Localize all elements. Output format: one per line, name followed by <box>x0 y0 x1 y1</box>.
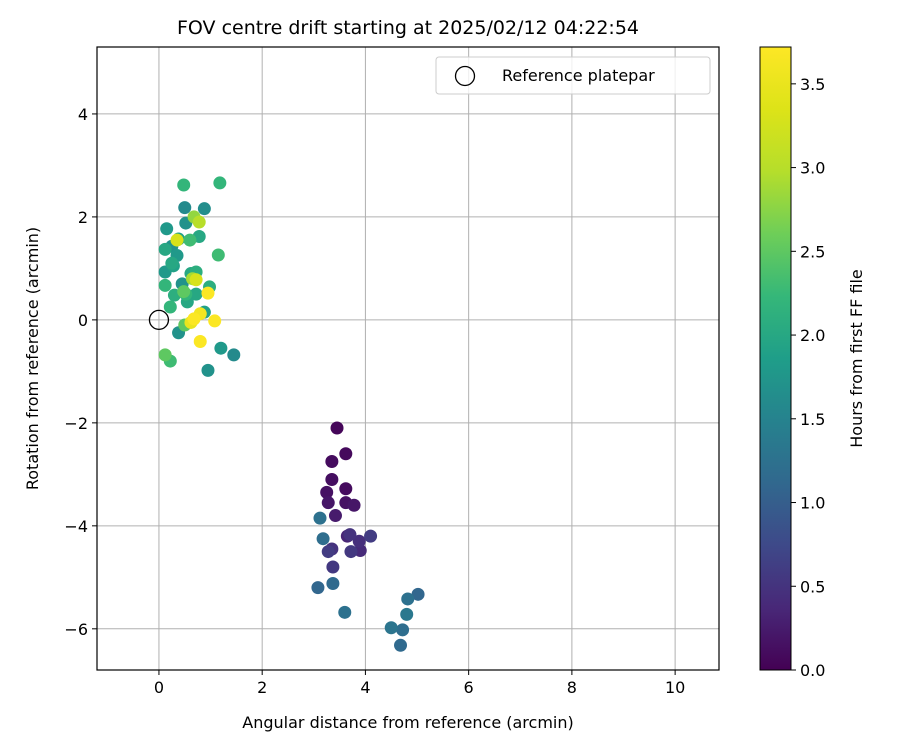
y-axis-label: Rotation from reference (arcmin) <box>23 227 42 490</box>
colorbar-tick-label: 2.5 <box>800 242 825 261</box>
data-point <box>183 233 197 247</box>
colorbar-tick-label: 3.5 <box>800 75 825 94</box>
data-point <box>411 587 425 601</box>
data-point <box>211 248 225 262</box>
data-point <box>208 314 222 328</box>
x-tick-label: 4 <box>360 678 370 697</box>
colorbar-tick-label: 0.0 <box>800 661 825 680</box>
colorbar: 0.0 0.5 1.0 1.5 2.0 2.5 3.0 3.5 Hours from firs… <box>759 46 866 680</box>
plot-frame <box>96 46 720 671</box>
data-point <box>320 485 334 499</box>
data-point <box>325 454 339 468</box>
colorbar-ticks: 0.0 0.5 1.0 1.5 2.0 2.5 3.0 3.5 <box>791 75 825 680</box>
data-point <box>321 496 335 510</box>
colorbar-label: Hours from first FF file <box>847 269 866 448</box>
data-point <box>201 286 215 300</box>
data-point <box>400 607 414 621</box>
data-point <box>344 545 358 559</box>
colorbar-tick-label: 1.5 <box>800 410 825 429</box>
colorbar-gradient <box>759 46 792 671</box>
data-point <box>165 256 179 270</box>
x-axis-label: Angular distance from reference (arcmin) <box>242 713 573 732</box>
data-point <box>347 498 361 512</box>
colorbar-tick-label: 2.0 <box>800 326 825 345</box>
data-point <box>193 335 207 349</box>
data-point <box>394 638 408 652</box>
data-point <box>339 447 353 461</box>
data-point <box>325 472 339 486</box>
data-point <box>163 300 177 314</box>
colorbar-tick-label: 0.5 <box>800 577 825 596</box>
data-point <box>326 560 340 574</box>
reference-platepar-marker <box>148 309 170 331</box>
data-point <box>316 532 330 546</box>
legend: Reference platepar <box>435 56 711 95</box>
x-tick-label: 6 <box>464 678 474 697</box>
colorbar-tick-label: 3.0 <box>800 159 825 178</box>
y-tick-label: −6 <box>64 620 88 639</box>
data-point <box>160 222 174 236</box>
y-tick-label: 0 <box>78 311 88 330</box>
data-point <box>158 278 172 292</box>
data-point <box>170 233 184 247</box>
chart-title: FOV centre drift starting at 2025/02/12 … <box>177 17 639 39</box>
scatter-points <box>148 176 425 652</box>
data-point <box>313 511 327 525</box>
data-point <box>311 581 325 595</box>
y-tick-label: −2 <box>64 414 88 433</box>
data-point <box>177 178 191 192</box>
data-point <box>158 348 172 362</box>
data-point <box>214 341 228 355</box>
y-tick-label: 4 <box>78 105 88 124</box>
legend-box <box>435 56 711 95</box>
x-tick-label: 2 <box>257 678 267 697</box>
legend-label: Reference platepar <box>502 66 655 85</box>
data-point <box>339 482 353 496</box>
data-point <box>158 242 172 256</box>
x-tick-label: 8 <box>567 678 577 697</box>
data-point <box>321 545 335 559</box>
x-tick-label: 10 <box>665 678 685 697</box>
data-point <box>330 421 344 435</box>
grid <box>97 47 719 670</box>
data-point <box>401 592 415 606</box>
data-point <box>338 605 352 619</box>
data-point <box>192 215 206 229</box>
x-tick-label: 0 <box>154 678 164 697</box>
data-point <box>328 509 342 523</box>
data-point <box>177 285 191 299</box>
colorbar-tick-label: 1.0 <box>800 494 825 513</box>
data-point <box>189 287 203 301</box>
y-tick-label: 2 <box>78 208 88 227</box>
data-point <box>384 621 398 635</box>
data-point <box>197 202 211 216</box>
axis-ticks: 0 2 4 6 8 10 −6 −4 −2 0 2 4 <box>64 105 685 697</box>
data-point <box>326 577 340 591</box>
data-point <box>187 312 201 326</box>
data-point <box>201 363 215 377</box>
data-point <box>213 176 227 190</box>
data-point <box>352 534 366 548</box>
data-point <box>189 273 203 287</box>
y-tick-label: −4 <box>64 517 88 536</box>
data-point <box>178 201 192 215</box>
data-point <box>343 528 357 542</box>
data-point <box>396 623 410 637</box>
data-point <box>364 529 378 543</box>
legend-marker <box>454 65 476 87</box>
data-point <box>227 348 241 362</box>
